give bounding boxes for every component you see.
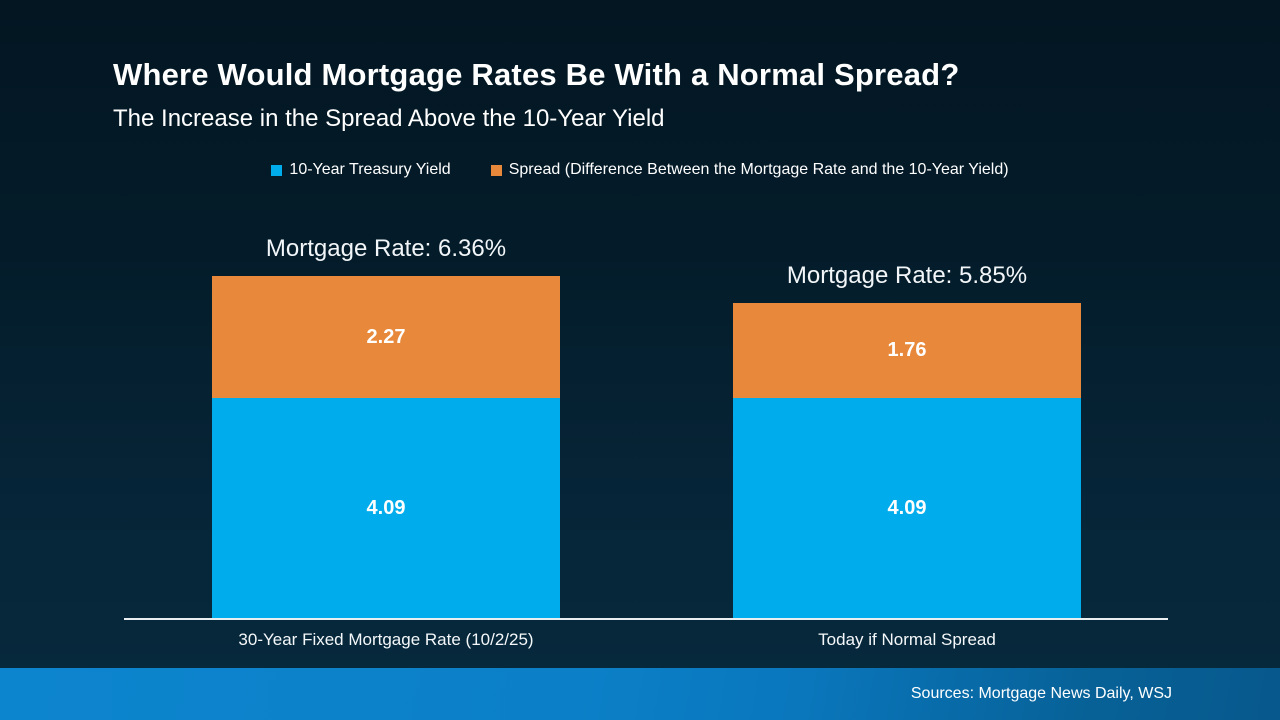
chart-legend: 10-Year Treasury Yield Spread (Differenc… (0, 161, 1280, 179)
bar-segment-spread-current: 2.27 (212, 276, 560, 398)
bar-value-label: 4.09 (887, 496, 927, 519)
footer-bar: Sources: Mortgage News Daily, WSJ (0, 668, 1280, 720)
bar-segment-spread-normal: 1.76 (733, 303, 1081, 398)
page-title: Where Would Mortgage Rates Be With a Nor… (113, 57, 960, 92)
category-label-current: 30-Year Fixed Mortgage Rate (10/2/25) (238, 630, 534, 649)
page-subtitle: The Increase in the Spread Above the 10-… (113, 105, 665, 132)
total-label-normal: Mortgage Rate: 5.85% (786, 262, 1028, 289)
legend-item-spread: Spread (Difference Between the Mortgage … (490, 161, 1009, 179)
category-label-normal: Today if Normal Spread (818, 630, 996, 649)
legend-label: Spread (Difference Between the Mortgage … (508, 161, 1009, 178)
bar-value-label: 1.76 (887, 339, 927, 361)
legend-swatch-orange-icon (490, 164, 502, 176)
legend-swatch-blue-icon (271, 164, 283, 176)
bar-value-label: 4.09 (366, 496, 406, 519)
bar-value-label: 2.27 (366, 325, 406, 348)
legend-label: 10-Year Treasury Yield (289, 161, 451, 178)
bar-segment-treasury-normal: 4.09 (733, 398, 1081, 618)
bar-group-normal-spread: Mortgage Rate: 5.85% 1.76 4.09 (733, 262, 1081, 618)
source-attribution: Sources: Mortgage News Daily, WSJ (910, 685, 1172, 702)
bar-group-current-rate: Mortgage Rate: 6.36% 2.27 4.09 (212, 235, 560, 618)
x-axis-line (124, 618, 1168, 620)
total-label-current: Mortgage Rate: 6.36% (265, 235, 507, 262)
bar-segment-treasury-current: 4.09 (212, 398, 560, 618)
legend-item-treasury-yield: 10-Year Treasury Yield (271, 161, 451, 179)
